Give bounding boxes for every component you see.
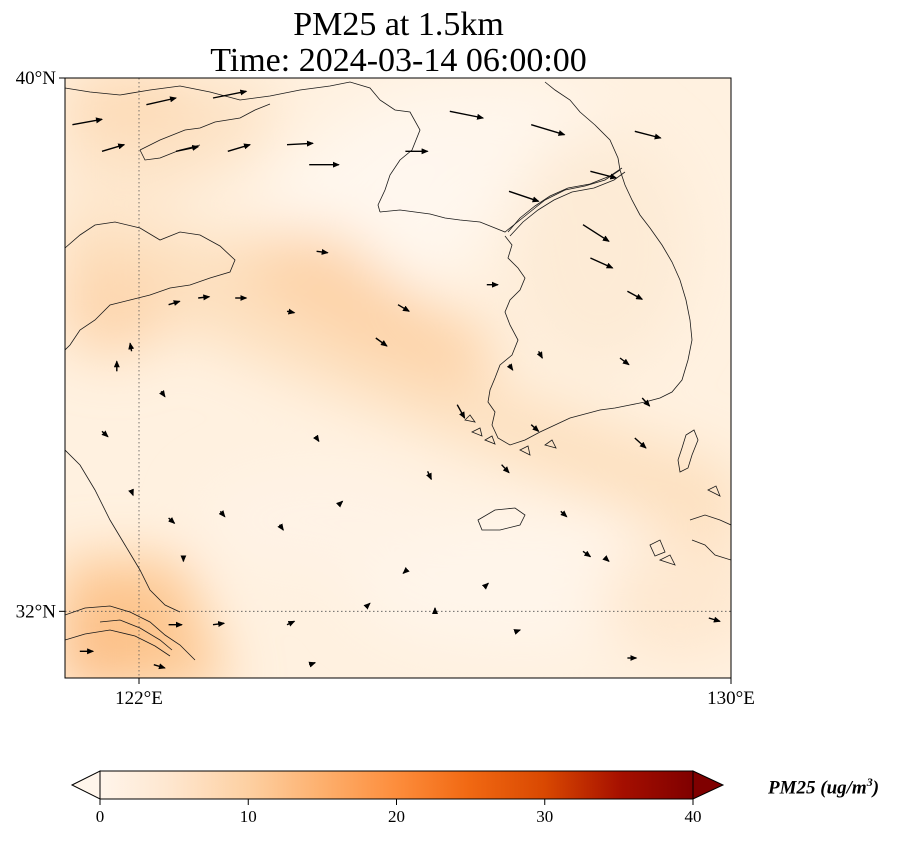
wind-arrow [627, 290, 644, 300]
wind-arrow [101, 143, 126, 152]
wind-arrow [218, 510, 226, 518]
lat-axis: 40°N 32°N [16, 68, 65, 622]
wind-arrow [481, 582, 490, 590]
map-frame [64, 77, 732, 679]
title-line-2: Time: 2024-03-14 06:00:00 [210, 42, 587, 79]
wind-arrow [375, 337, 388, 347]
colorbar-gradient [99, 770, 694, 800]
wind-arrow [277, 523, 284, 531]
wind-arrow [159, 390, 166, 398]
wind-arrow [590, 170, 618, 180]
wind-arrow [286, 620, 296, 627]
wind-arrow [708, 616, 721, 623]
wind-arrow [397, 304, 410, 312]
colorbar-tick-label: 30 [536, 807, 553, 826]
wind-arrow [175, 144, 200, 152]
wind-arrow [212, 89, 248, 99]
wind-arrow [312, 434, 320, 443]
wind-arrow [308, 661, 317, 668]
wind-arrow [530, 124, 566, 136]
wind-arrow [508, 190, 540, 203]
colorbar-tick-label: 0 [96, 807, 105, 826]
wind-arrow [336, 500, 344, 508]
lon-tick-label: 130°E [707, 688, 755, 709]
wind-arrow [212, 621, 226, 628]
wind-arrow [641, 397, 651, 407]
wind-arrow [198, 294, 211, 301]
colorbar-ticks: 0 10 20 30 40 [96, 799, 702, 826]
wind-arrow [426, 471, 432, 481]
wind-arrow [72, 117, 103, 126]
colorbar-tick-label: 40 [685, 807, 702, 826]
wind-arrow [168, 517, 176, 524]
wind-arrow [286, 140, 314, 147]
wind-arrow [449, 110, 485, 120]
wind-arrow [227, 143, 251, 152]
wind-arrow [402, 567, 410, 574]
lat-tick-label: 32°N [16, 601, 57, 622]
colorbar-extend-max [692, 770, 725, 800]
wind-arrow [619, 357, 630, 366]
title-line-1: PM25 at 1.5km [293, 6, 504, 43]
wind-arrow [153, 663, 166, 670]
wind-arrow [530, 424, 540, 432]
gridlines [65, 78, 731, 678]
wind-arrow [128, 488, 134, 497]
wind-arrow [582, 550, 592, 558]
wind-arrow [560, 510, 568, 518]
wind-vectors [72, 89, 721, 670]
wind-arrow [146, 96, 177, 106]
wind-arrow [536, 350, 543, 359]
coastlines [65, 81, 731, 661]
wind-arrow [286, 308, 296, 315]
wind-arrow [590, 257, 614, 269]
pm25-field [65, 78, 731, 678]
wind-arrow [101, 430, 109, 438]
lat-tick-label: 40°N [16, 68, 57, 89]
colorbar-label: PM25 (ug/m3) [768, 775, 880, 799]
lon-axis: 122°E 130°E [115, 678, 755, 709]
wind-arrow [582, 224, 610, 242]
wind-arrow [316, 248, 329, 255]
lon-tick-label: 122°E [115, 688, 163, 709]
wind-arrow [456, 404, 466, 419]
wind-arrow [506, 363, 514, 371]
wind-arrow [513, 629, 522, 635]
wind-arrow [602, 555, 610, 562]
wind-arrow [168, 300, 181, 306]
wind-arrow [128, 342, 135, 352]
colorbar-tick-label: 20 [388, 807, 405, 826]
colorbar: 0 10 20 30 40 [70, 770, 725, 826]
wind-arrow [501, 464, 510, 474]
colorbar-extend-min [70, 770, 101, 800]
wind-arrow [634, 130, 662, 140]
colorbar-tick-label: 10 [240, 807, 257, 826]
wind-arrow [363, 602, 371, 610]
wind-arrow [634, 437, 647, 449]
